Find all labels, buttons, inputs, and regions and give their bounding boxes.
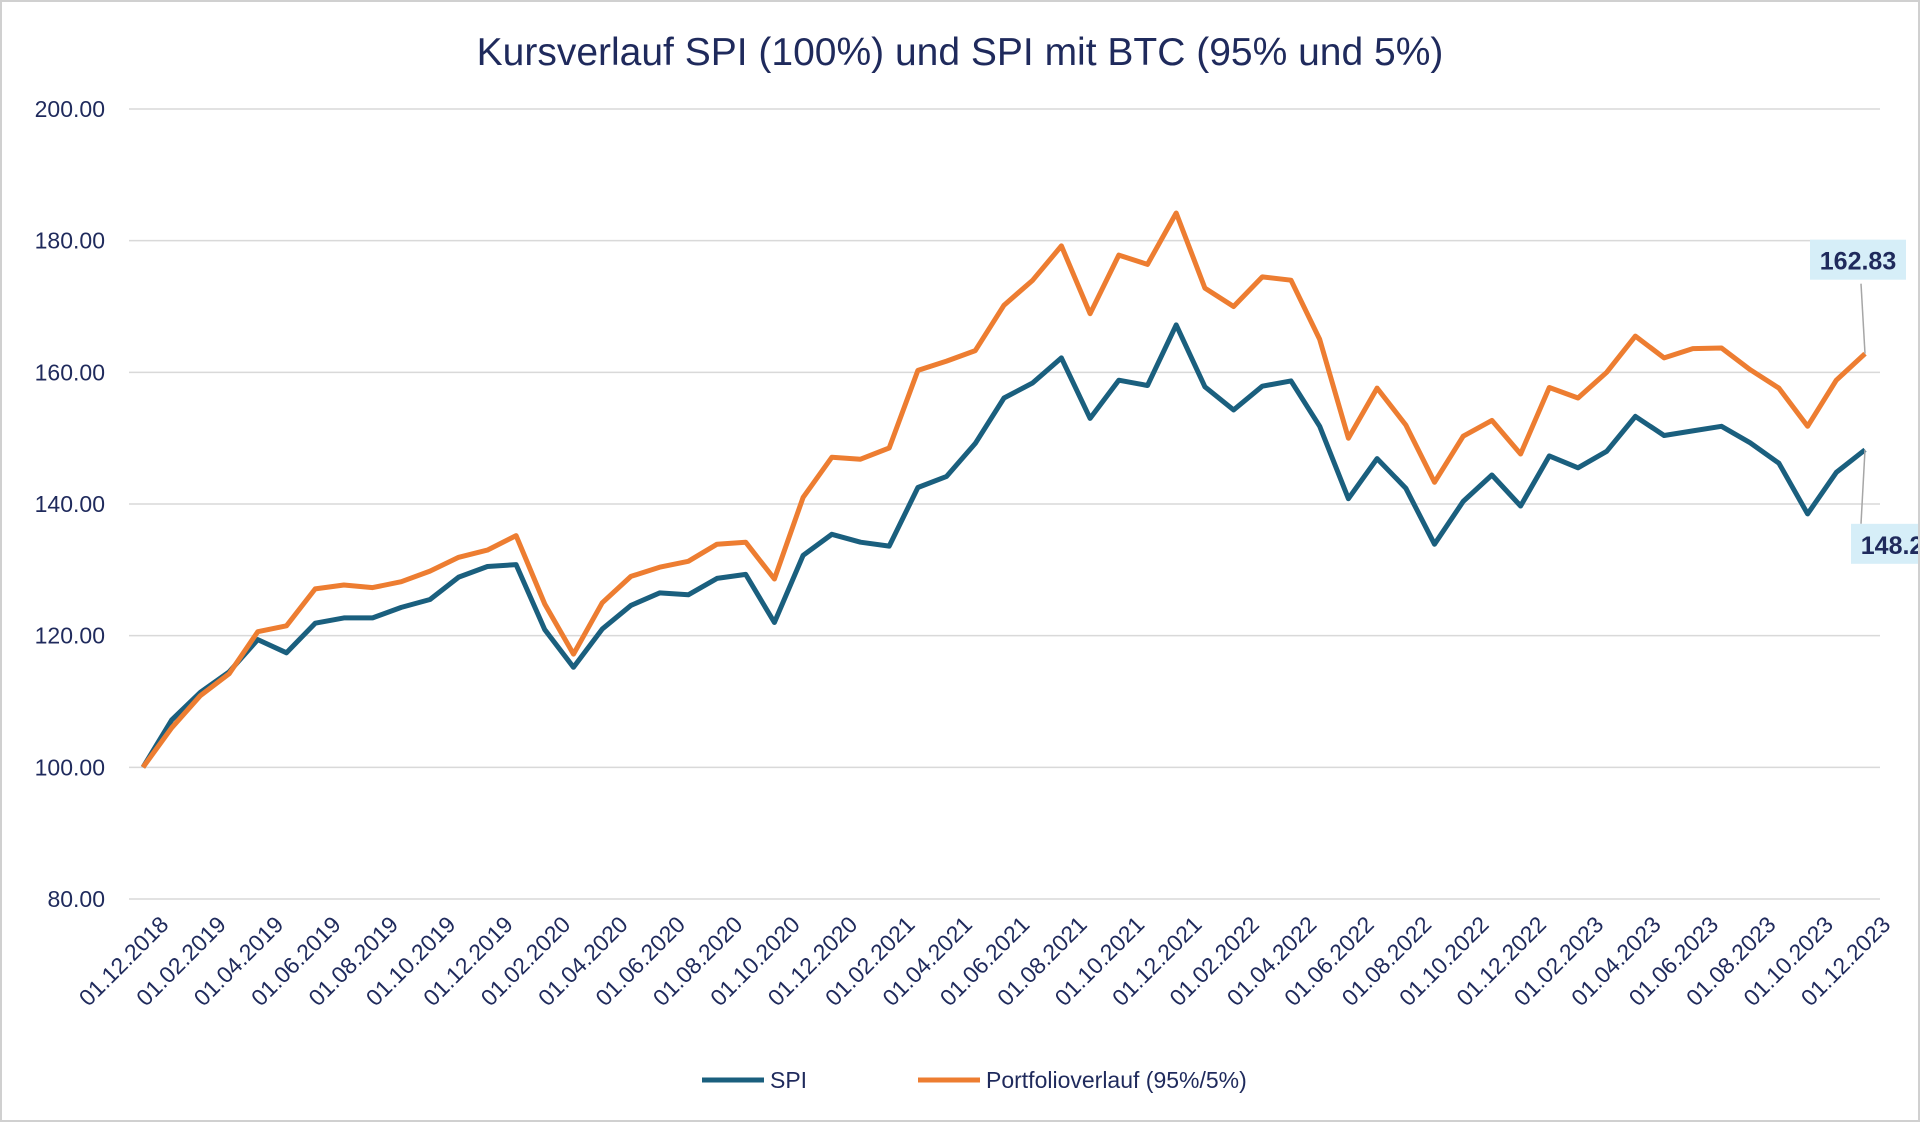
chart-title: Kursverlauf SPI (100%) und SPI mit BTC (… — [477, 31, 1444, 74]
y-tick-label: 100.00 — [35, 754, 105, 780]
label-leader-line — [1861, 284, 1865, 354]
series-line-portfolio — [143, 213, 1865, 767]
data-label-portfolio: 162.83 — [1820, 248, 1896, 276]
y-tick-label: 80.00 — [47, 886, 105, 912]
legend-label: SPI — [770, 1067, 807, 1093]
series-line-spi — [143, 325, 1865, 767]
label-leader-line — [1861, 450, 1865, 524]
y-tick-label: 180.00 — [35, 228, 105, 254]
data-label-spi: 148.23 — [1861, 532, 1918, 560]
y-tick-label: 200.00 — [35, 96, 105, 122]
legend-label: Portfolioverlauf (95%/5%) — [986, 1067, 1247, 1093]
y-tick-label: 120.00 — [35, 623, 105, 649]
y-tick-label: 160.00 — [35, 359, 105, 385]
y-tick-label: 140.00 — [35, 491, 105, 517]
